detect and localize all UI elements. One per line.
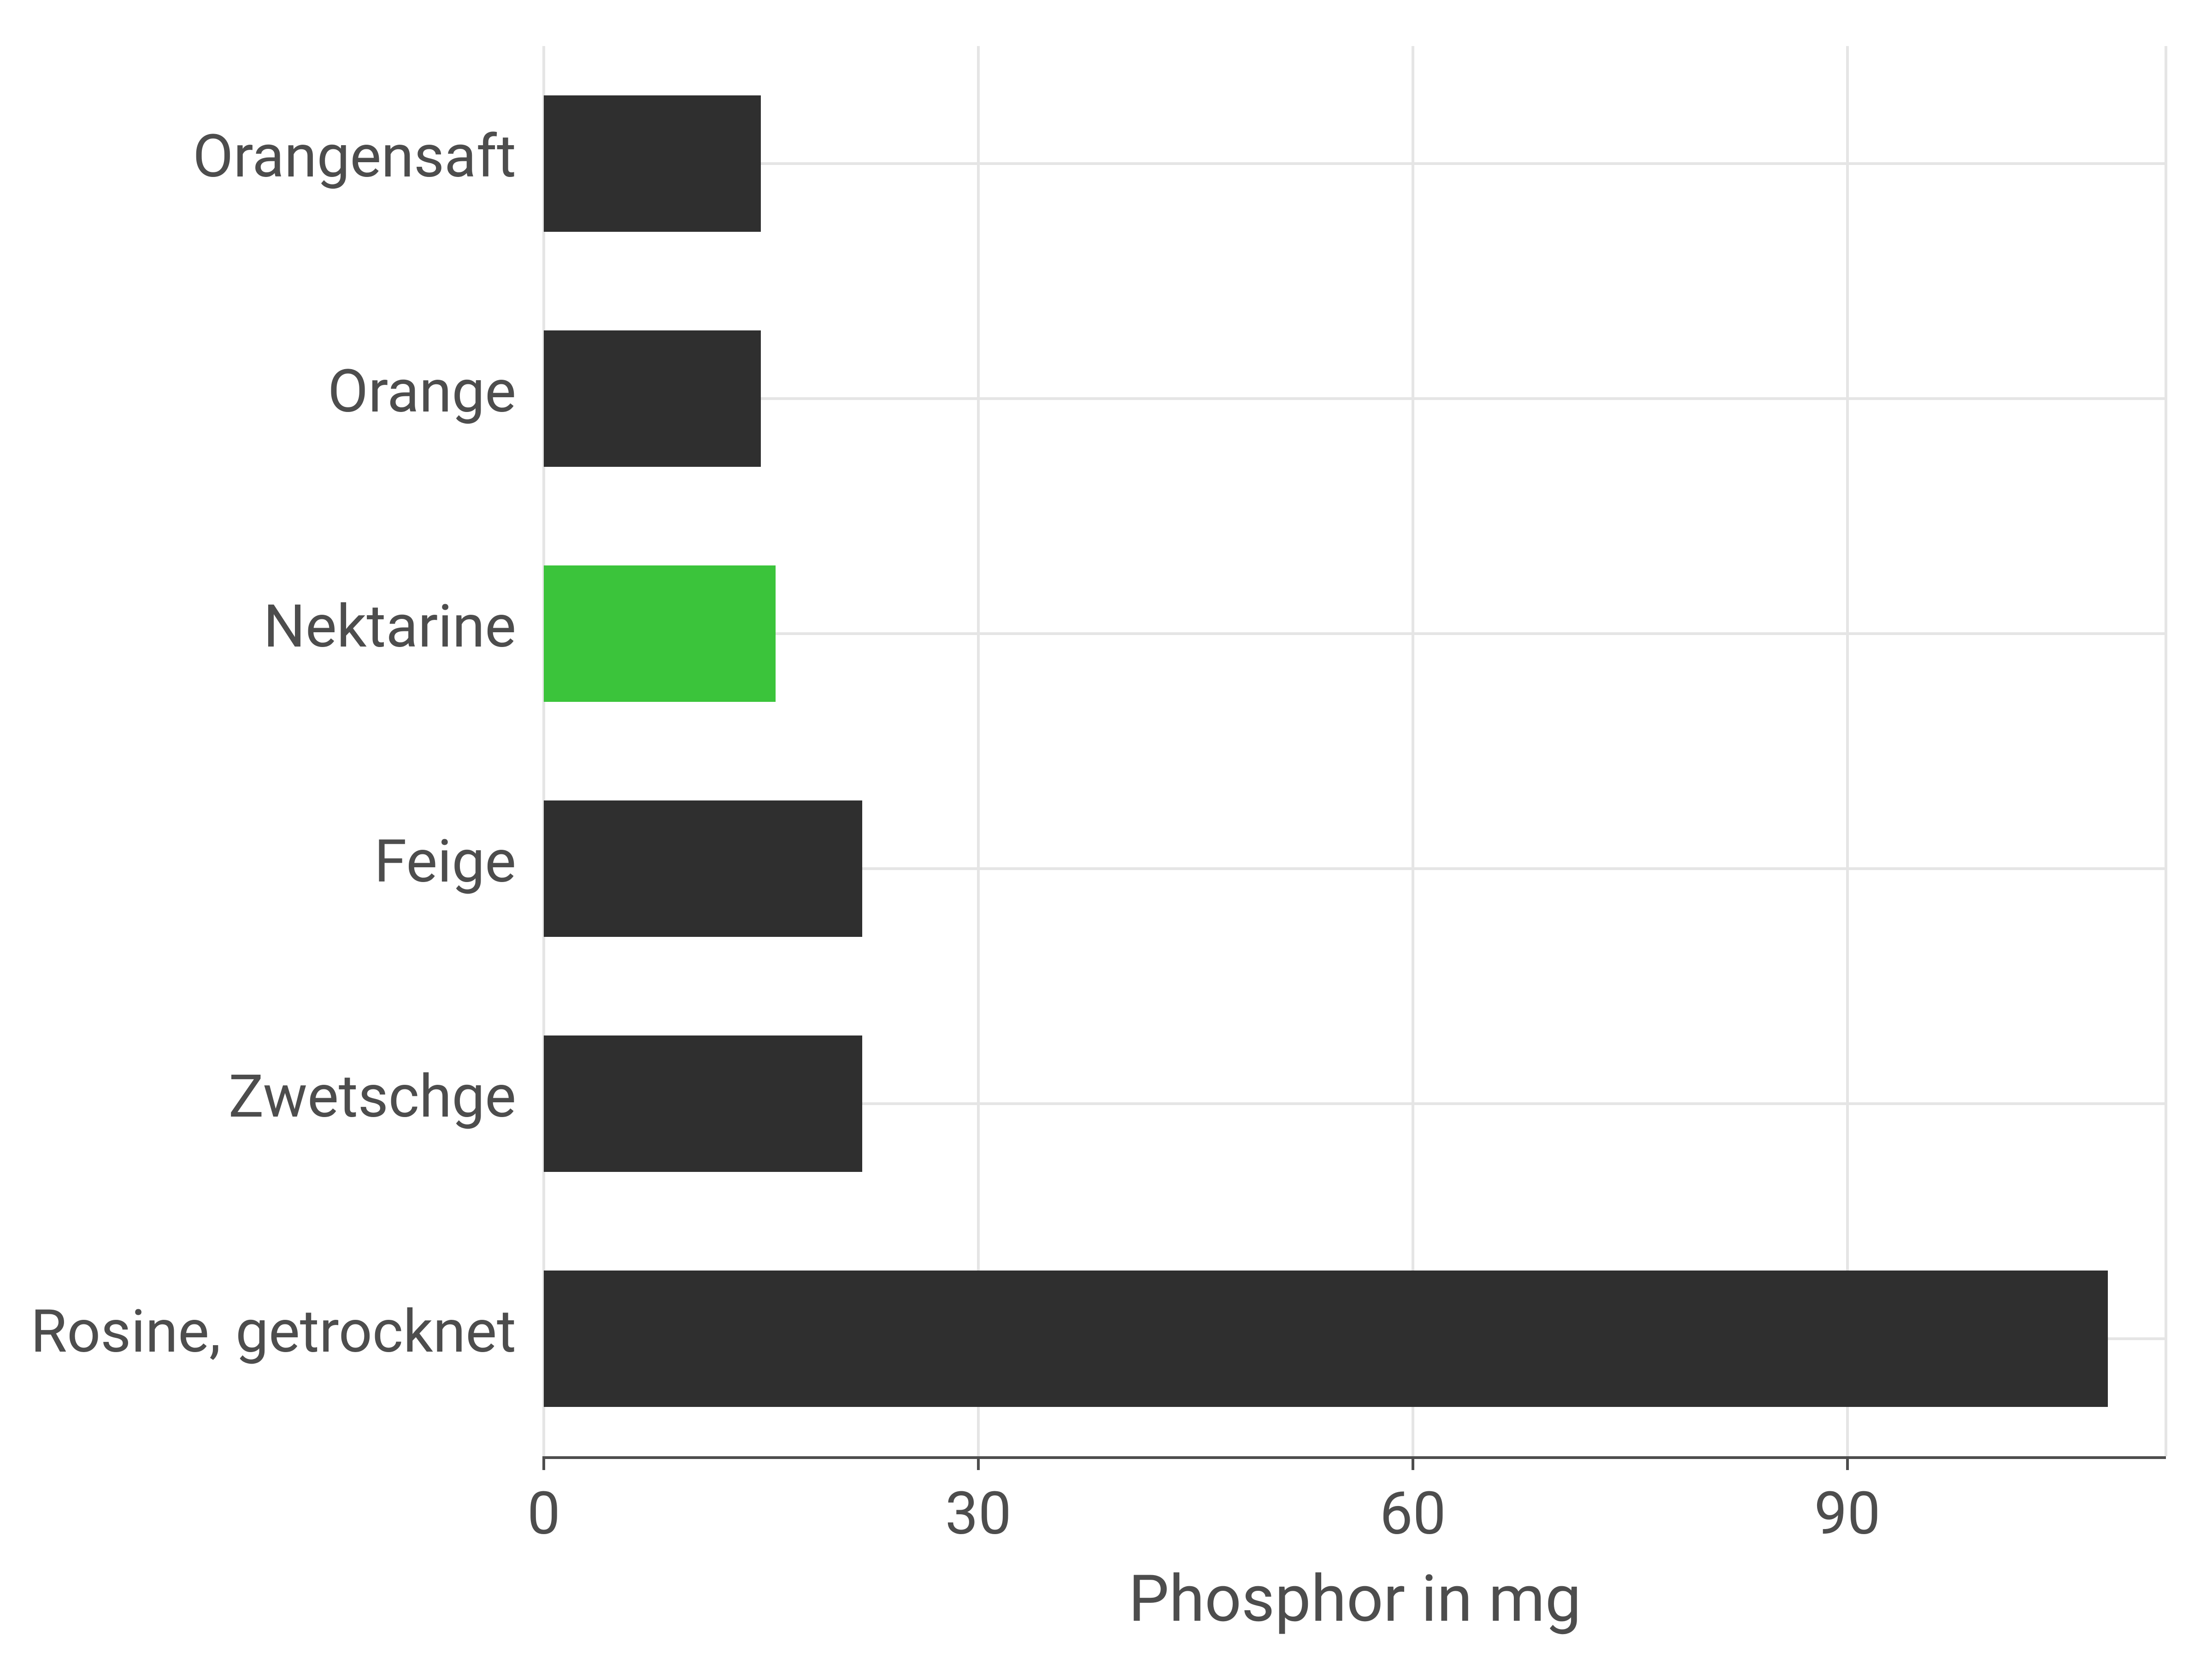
gridline-vertical [1846, 46, 1849, 1456]
y-axis-label: Orangensaft [193, 122, 516, 191]
gridline-vertical [1412, 46, 1414, 1456]
y-axis-label: Rosine, getrocknet [30, 1297, 516, 1366]
y-axis-label: Orange [328, 357, 516, 426]
bar [544, 800, 862, 937]
x-tick-mark [977, 1456, 980, 1470]
bar [544, 95, 761, 232]
y-axis-label: Zwetschge [229, 1062, 516, 1131]
x-axis-line [544, 1456, 2166, 1459]
bar [544, 330, 761, 467]
x-tick-mark [1846, 1456, 1849, 1470]
gridline-vertical [2165, 46, 2167, 1456]
bar [544, 1271, 2108, 1407]
x-tick-label: 60 [1321, 1479, 1505, 1548]
gridline-vertical [542, 46, 545, 1456]
x-tick-label: 90 [1755, 1479, 1940, 1548]
x-axis-title: Phosphor in mg [544, 1561, 2166, 1637]
gridline-vertical [977, 46, 980, 1456]
x-tick-mark [542, 1456, 545, 1470]
y-axis-label: Feige [374, 827, 516, 896]
x-tick-label: 30 [886, 1479, 1071, 1548]
bar [544, 565, 776, 702]
bar [544, 1035, 862, 1172]
plot-area [544, 46, 2166, 1456]
gridline-horizontal [544, 632, 2166, 635]
x-tick-label: 0 [452, 1479, 636, 1548]
gridline-horizontal [544, 397, 2166, 400]
chart-container: Orangensaft Orange Nektarine Feige Zwetschge… [0, 0, 2212, 1659]
x-tick-mark [1412, 1456, 1414, 1470]
y-axis-label: Nektarine [263, 592, 516, 661]
gridline-horizontal [544, 162, 2166, 165]
